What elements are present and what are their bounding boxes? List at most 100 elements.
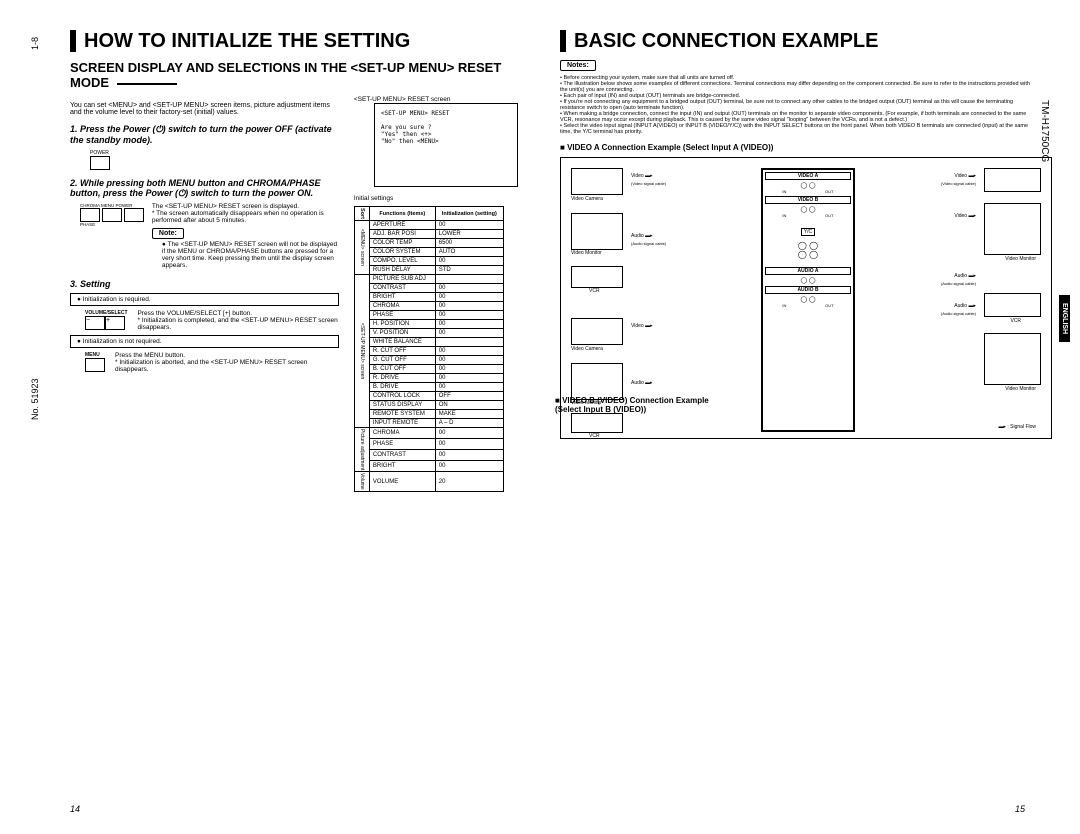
r: R. DRIVE <box>369 374 435 383</box>
asc-r2: (Audio signal cable) <box>941 311 976 316</box>
doc-number: No. 51923 <box>30 378 40 420</box>
r: CHROMA <box>369 302 435 311</box>
rs-l4: "No" then <MENU> <box>381 138 511 145</box>
r: B. DRIVE <box>369 383 435 392</box>
init-not-action1: Press the MENU button. <box>115 352 339 359</box>
r: VOLUME <box>369 472 435 492</box>
r: PICTURE SUB ADJ <box>369 275 435 284</box>
r: 00 <box>435 293 503 302</box>
language-tab: ENGLISH <box>1059 295 1070 342</box>
r: G. CUT OFF <box>369 356 435 365</box>
monitor-r2-label: Video Monitor <box>1005 386 1036 392</box>
r: 00 <box>435 461 503 472</box>
note: • The illustration below shows some exam… <box>560 81 1030 93</box>
power-button-icon2 <box>124 208 144 222</box>
chroma-button-icon <box>80 208 100 222</box>
r: 00 <box>435 221 503 230</box>
vcr-r2-label: VCR <box>1010 318 1021 324</box>
r: ON <box>435 401 503 410</box>
monitor-r1-label: Video Monitor <box>1005 256 1036 262</box>
phase-btn-label: PHASE <box>80 222 144 227</box>
vcr-r1-icon <box>984 168 1041 192</box>
left-subtitle: SCREEN DISPLAY AND SELECTIONS IN THE <SE… <box>70 60 540 90</box>
r: REMOTE SYSTEM <box>369 410 435 419</box>
menu-btn-icon <box>85 358 105 372</box>
left-title: HOW TO INITIALIZE THE SETTING <box>70 30 540 52</box>
r: V. POSITION <box>369 329 435 338</box>
r: AUTO <box>435 248 503 257</box>
page-side-label: 1-8 <box>30 37 40 50</box>
monitor-a-icon <box>571 213 623 250</box>
r: A – D <box>435 419 503 428</box>
vsc-l: (Video signal cable) <box>631 181 666 186</box>
rs-l1: <SET-UP MENU> RESET <box>381 110 511 117</box>
note-text: The <SET-UP MENU> RESET screen will not … <box>162 241 339 269</box>
menu-button-icon <box>102 208 122 222</box>
monitor-b-icon <box>571 363 623 400</box>
r: 00 <box>435 450 503 461</box>
r: 00 <box>435 329 503 338</box>
cat-pic: Picture adjustment <box>354 428 369 472</box>
intro-text: You can set <MENU> and <SET-UP MENU> scr… <box>70 102 339 116</box>
r: BRIGHT <box>369 293 435 302</box>
r: 00 <box>435 257 503 266</box>
r: CONTRAST <box>369 450 435 461</box>
vol-plus-icon: + <box>105 316 125 330</box>
r: STATUS DISPLAY <box>369 401 435 410</box>
video-a-port: VIDEO A <box>765 172 851 180</box>
r: H. POSITION <box>369 320 435 329</box>
camera-a-icon <box>571 168 623 195</box>
camera-b-icon <box>571 318 623 345</box>
page-num-right: 15 <box>1015 804 1025 814</box>
cat-setup: <SET-UP MENU> screen <box>354 275 369 428</box>
vcr-b-icon <box>571 413 623 433</box>
monitor-r2-icon <box>984 333 1041 385</box>
cat-vol: Volume <box>354 472 369 492</box>
rs-l2: Are you sure ? <box>381 124 511 131</box>
page-num-left: 14 <box>70 804 80 814</box>
camera-b-label: Video Camera <box>571 346 603 352</box>
monitor-r1-icon <box>984 203 1041 255</box>
init-req-action1: Press the VOLUME/SELECT [+] button. <box>138 310 339 317</box>
r: 00 <box>435 284 503 293</box>
reset-screen-caption: <SET-UP MENU> RESET screen <box>354 96 540 103</box>
signal-flow-legend: ▬▸ : Signal Flow <box>998 424 1036 430</box>
r: 00 <box>435 356 503 365</box>
note: • Select the video input signal (INPUT A… <box>560 123 1030 135</box>
init-notreq-text: Initialization is not required. <box>83 338 162 345</box>
r: 00 <box>435 383 503 392</box>
monitor-a-label: Video Monitor <box>571 250 602 256</box>
r: MAKE <box>435 410 503 419</box>
r: 20 <box>435 472 503 492</box>
r: 00 <box>435 320 503 329</box>
r: OFF <box>435 392 503 401</box>
r: 00 <box>435 347 503 356</box>
video-cable-l: Video ▬▸ <box>631 173 653 179</box>
r: CONTRAST <box>369 284 435 293</box>
monitor-back-panel: VIDEO A ◯ ◯ INOUT VIDEO B ◯ ◯ INOUT Y/C … <box>761 168 855 432</box>
r: BRIGHT <box>369 461 435 472</box>
r: RUSH DELAY <box>369 266 435 275</box>
in: IN <box>782 213 786 218</box>
r: COLOR SYSTEM <box>369 248 435 257</box>
cat-menu: <MENU> screen <box>354 221 369 275</box>
sort-col: Sort <box>354 207 369 221</box>
th-func: Functions (Items) <box>369 207 435 221</box>
audio-cable-r2: Audio ▬▸ <box>954 303 976 309</box>
r: PHASE <box>369 311 435 320</box>
note: • When making a bridge connection, conne… <box>560 111 1030 123</box>
r: 00 <box>435 311 503 320</box>
notes-list: • Before connecting your system, make su… <box>560 75 1030 135</box>
r: 00 <box>435 365 503 374</box>
audio-cable-l2: Audio ▬▸ <box>631 380 653 386</box>
init-not-action2: * Initialization is aborted, and the <SE… <box>115 359 339 373</box>
th-init: Initialization (setting) <box>435 207 503 221</box>
r: 00 <box>435 428 503 439</box>
camera-a-label: Video Camera <box>571 196 603 202</box>
r: 00 <box>435 374 503 383</box>
out: OUT <box>825 213 833 218</box>
vcr-b-label: VCR <box>589 433 600 439</box>
out: OUT <box>825 189 833 194</box>
r: INPUT REMOTE <box>369 419 435 428</box>
conn-b-head: ■ VIDEO B (VIDEO) Connection Example (Se… <box>555 396 715 414</box>
